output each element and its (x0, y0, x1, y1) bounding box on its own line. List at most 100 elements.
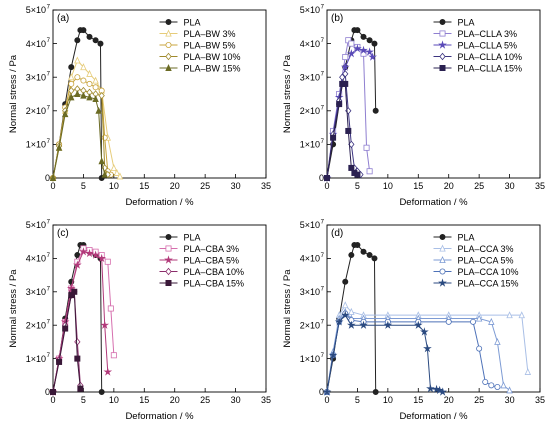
y-tick-exponent: 7 (47, 253, 51, 259)
data-point (68, 292, 75, 299)
data-point (342, 70, 349, 78)
legend-label: PLA–CCA 3% (458, 244, 514, 254)
x-tick-label: 10 (383, 395, 393, 405)
data-point (97, 253, 107, 263)
data-point (97, 40, 104, 47)
data-point (66, 283, 76, 293)
y-tick-exponent: 7 (321, 320, 325, 326)
data-point (435, 385, 444, 395)
data-point (348, 252, 355, 259)
legend-entry: PLA–CCA 15% (433, 278, 519, 288)
data-point (68, 80, 75, 87)
series-line (52, 93, 106, 179)
y-tick-label: 2×10 (300, 106, 320, 116)
x-tick-label: 15 (413, 395, 423, 405)
legend-entry: PLA–CBA 3% (159, 244, 240, 254)
y-axis-label: Normal stress / Pa (282, 54, 293, 133)
y-tick-label: 1×10 (300, 140, 320, 150)
legend-entry: PLA–BW 3% (159, 29, 236, 39)
data-point (86, 33, 93, 40)
x-tick-label: 25 (474, 181, 484, 191)
y-tick-exponent: 7 (321, 5, 325, 11)
y-tick-label: 0 (45, 173, 50, 183)
legend-label: PLA–CBA 3% (184, 244, 240, 254)
legend-label: PLA–BW 10% (184, 52, 241, 62)
data-point (91, 250, 100, 259)
y-tick-exponent: 7 (321, 286, 325, 292)
legend-label: PLA (184, 232, 201, 242)
data-point (371, 40, 378, 47)
data-point (438, 387, 447, 396)
data-point (336, 101, 343, 108)
x-tick-label: 10 (383, 181, 393, 191)
legend-marker (165, 245, 172, 252)
y-tick-label: 3×10 (300, 72, 320, 82)
data-point (353, 44, 362, 53)
data-point (371, 255, 378, 262)
legend-marker (165, 52, 172, 61)
y-tick-label: 0 (319, 387, 324, 397)
legend-entry: PLA–CBA 5% (159, 255, 239, 265)
legend-marker (439, 52, 446, 61)
legend-marker (165, 233, 172, 240)
y-tick-label: 5×10 (26, 5, 46, 15)
data-point (95, 106, 102, 114)
data-point (423, 344, 432, 353)
legend-entry: PLA–CBA 15% (159, 278, 244, 288)
data-point (342, 301, 349, 309)
data-point (50, 388, 57, 395)
x-tick-label: 10 (109, 181, 119, 191)
data-point (366, 168, 373, 175)
data-point (365, 47, 374, 56)
data-point (354, 171, 361, 178)
data-point (92, 95, 99, 103)
data-point (488, 317, 495, 325)
data-point (55, 143, 63, 151)
legend-label: PLA–CCA 15% (458, 278, 519, 288)
data-point (49, 174, 57, 182)
y-tick-exponent: 7 (47, 38, 51, 44)
data-point (100, 320, 110, 329)
legend-entry: PLA–CCA 3% (433, 244, 514, 254)
data-point (354, 27, 361, 34)
x-tick-label: 5 (355, 181, 360, 191)
data-point (518, 311, 525, 319)
series-line (52, 244, 103, 393)
x-tick-label: 10 (109, 395, 119, 405)
y-tick-label: 0 (319, 173, 324, 183)
x-tick-label: 15 (139, 395, 149, 405)
data-point (345, 37, 352, 44)
y-tick-label: 3×10 (300, 287, 320, 297)
data-point (500, 381, 507, 389)
data-point (346, 49, 356, 58)
data-point (334, 317, 344, 326)
data-point (494, 337, 501, 345)
data-point (74, 338, 81, 346)
legend-marker (439, 268, 446, 275)
legend-marker (439, 18, 446, 25)
legend-marker (165, 42, 172, 49)
data-point (413, 320, 423, 329)
legend-marker (165, 279, 172, 286)
data-point (103, 367, 113, 376)
x-tick-label: 30 (231, 395, 241, 405)
data-point (340, 62, 350, 71)
series-4 (323, 80, 361, 181)
data-point (475, 314, 483, 322)
y-tick-exponent: 7 (47, 72, 51, 78)
legend-marker (165, 29, 172, 37)
y-tick-exponent: 7 (47, 320, 51, 326)
panel-label: (a) (57, 13, 69, 24)
x-tick-label: 20 (444, 181, 454, 191)
panel-label: (d) (331, 228, 343, 239)
x-tick-label: 25 (474, 395, 484, 405)
legend-entry: PLA–CCA 5% (433, 255, 514, 265)
x-axis-label: Deformation / % (125, 411, 194, 422)
panel-label: (c) (57, 228, 69, 239)
legend-label: PLA–CLLA 3% (458, 29, 518, 39)
legend-entry: PLA (159, 17, 201, 27)
legend-entry: PLA–CLLA 15% (433, 63, 522, 73)
data-point (68, 64, 75, 71)
